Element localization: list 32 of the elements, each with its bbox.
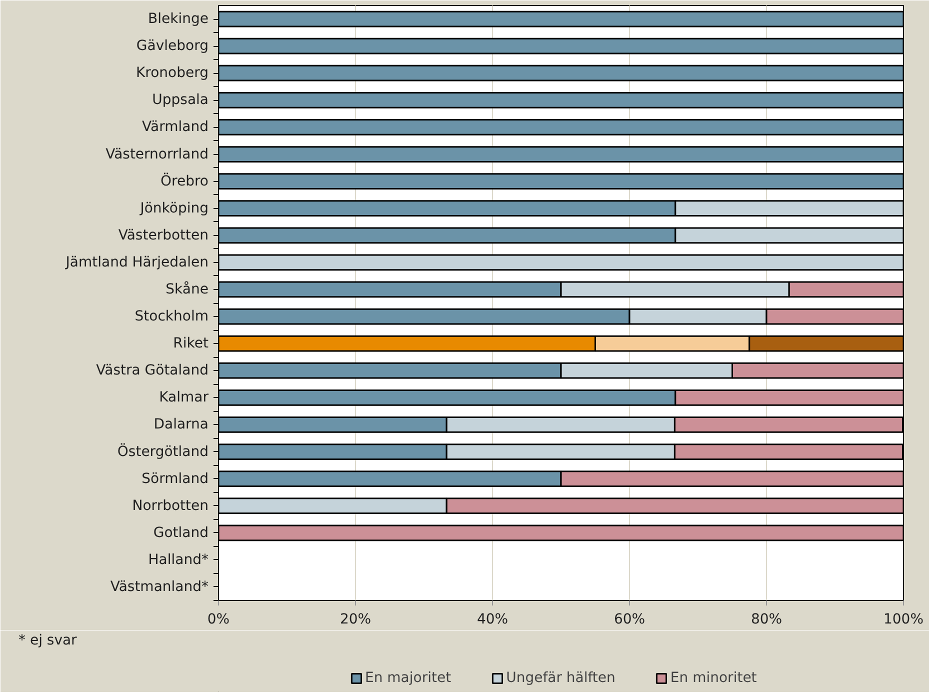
- y-tick-label: Halland*: [148, 552, 209, 568]
- y-tick-label: Dalarna: [154, 416, 209, 433]
- y-tick-label: Jönköping: [139, 200, 209, 216]
- legend-label: Ungefär hälften: [506, 670, 616, 686]
- y-tick-label: Värmland: [142, 119, 209, 136]
- legend-label: En majoritet: [365, 670, 452, 686]
- y-tick-label: Sörmland: [142, 470, 208, 487]
- y-tick-label: Jämtland Härjedalen: [64, 254, 209, 270]
- y-tick-label: Blekinge: [148, 11, 209, 28]
- y-tick-label: Västernorrland: [106, 146, 209, 162]
- x-tick-label: 40%: [476, 612, 508, 628]
- y-tick-label: Gävleborg: [136, 38, 209, 54]
- x-tick-label: 100%: [883, 612, 924, 628]
- y-tick-label: Riket: [173, 336, 210, 352]
- x-tick-label: 80%: [750, 612, 782, 628]
- y-tick-label: Örebro: [160, 172, 209, 190]
- y-tick-label: Kronoberg: [136, 65, 208, 82]
- legend-label: En minoritet: [670, 670, 757, 686]
- y-tick-label: Västra Götaland: [96, 362, 209, 379]
- x-tick-label: 60%: [614, 612, 646, 628]
- x-tick-label: 20%: [340, 612, 372, 628]
- y-tick-label: Östergötland: [117, 442, 209, 460]
- y-tick-label: Norrbotten: [132, 498, 209, 514]
- y-tick-label: Västmanland*: [110, 578, 208, 595]
- y-tick-label: Stockholm: [134, 308, 209, 325]
- y-tick-label: Västerbotten: [118, 227, 208, 244]
- y-tick-label: Uppsala: [152, 92, 209, 108]
- y-tick-label: Skåne: [166, 280, 209, 298]
- y-tick-label: Kalmar: [159, 390, 209, 406]
- x-tick-label: 0%: [207, 612, 230, 628]
- text: * ej svar: [18, 632, 78, 648]
- y-tick-label: Gotland: [153, 524, 209, 541]
